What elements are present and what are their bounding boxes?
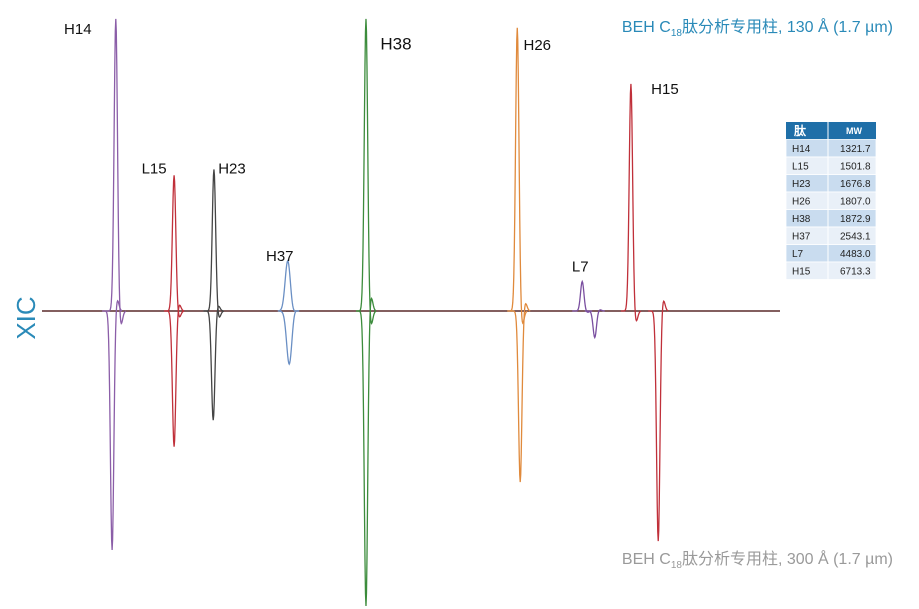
peak-label: H26 [524, 37, 552, 54]
peak [203, 305, 224, 421]
table-cell: H14 [792, 144, 811, 155]
table-cell: H23 [792, 179, 811, 190]
peak-label: H15 [651, 81, 679, 98]
text-part: BEH C [622, 551, 671, 568]
table-cell: L7 [792, 249, 804, 260]
table-cell: 6713.3 [840, 266, 871, 277]
peak [102, 299, 123, 550]
table-cell: 1501.8 [840, 161, 871, 172]
table-header [786, 122, 876, 140]
table-header-cell: 肽 [794, 123, 807, 138]
peak [355, 296, 377, 607]
table-cell: 2543.1 [840, 231, 871, 242]
peak-label: H23 [218, 160, 246, 177]
peak [507, 27, 528, 325]
table-header-cell: MW [846, 126, 862, 136]
peak-label: L15 [142, 160, 167, 177]
text-part: 肽分析专用柱, 130 Å (1.7 µm) [682, 17, 893, 36]
peak [277, 259, 298, 312]
peak [279, 310, 300, 366]
table-row [785, 261, 877, 280]
text-part: 肽分析专用柱, 300 Å (1.7 µm) [682, 549, 893, 568]
subscript: 18 [671, 28, 683, 39]
peak [105, 18, 127, 325]
table-cell: H26 [792, 196, 811, 207]
table-cell: H37 [792, 231, 811, 242]
peak [164, 304, 185, 447]
peak-label: L7 [572, 258, 589, 275]
table-cell: L15 [792, 161, 809, 172]
peak-label: H37 [266, 248, 294, 265]
table-cell: 1872.9 [840, 214, 871, 225]
series-label: BEH C18肽分析专用柱, 300 Å (1.7 µm) [622, 549, 893, 570]
peak [572, 279, 593, 313]
peak [510, 302, 531, 483]
peak [620, 83, 642, 322]
series-label: BEH C18肽分析专用柱, 130 Å (1.7 µm) [622, 17, 893, 38]
table-cell: H38 [792, 214, 811, 225]
peak [203, 169, 225, 318]
table-cell: 1321.7 [840, 144, 871, 155]
table-cell: 1676.8 [840, 179, 871, 190]
peak [584, 309, 605, 340]
table-cell: H15 [792, 266, 811, 277]
y-axis-label: XIC [11, 296, 41, 339]
peak-label: H38 [380, 34, 411, 53]
peak-label: H14 [64, 21, 92, 38]
table-cell: 1807.0 [840, 196, 871, 207]
peak [355, 18, 377, 325]
peak [164, 175, 185, 318]
subscript: 18 [671, 560, 683, 571]
table-cell: 4483.0 [840, 249, 871, 260]
text-part: BEH C [622, 19, 671, 36]
peak [648, 299, 669, 542]
